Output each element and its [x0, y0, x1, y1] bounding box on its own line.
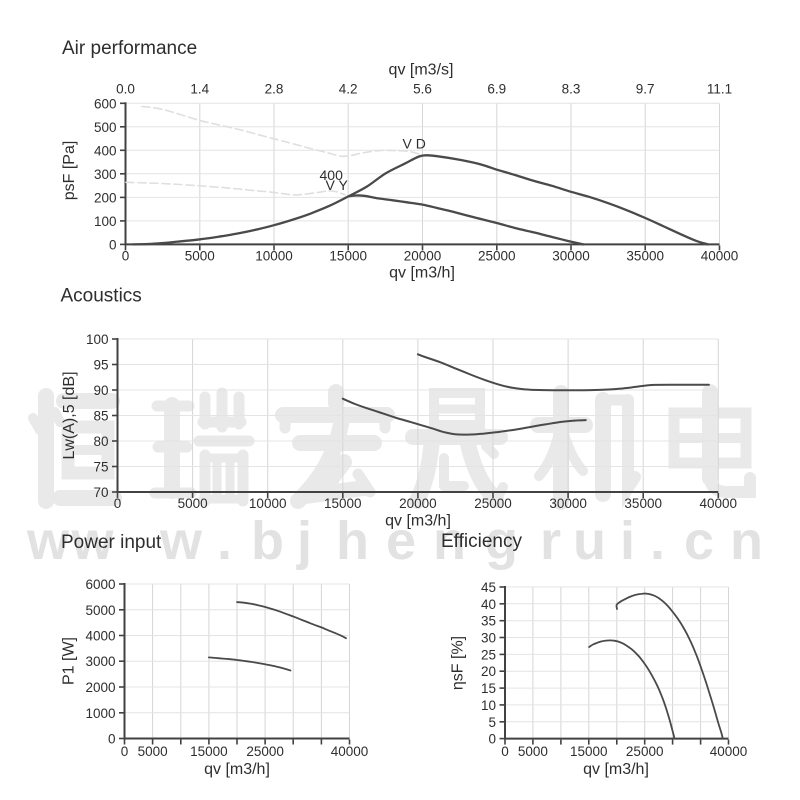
svg-text:15000: 15000: [570, 744, 608, 759]
svg-text:8.3: 8.3: [562, 82, 581, 97]
svg-text:85: 85: [93, 409, 108, 424]
svg-text:ηsF [%]: ηsF [%]: [450, 636, 467, 690]
svg-text:qv [m3/h]: qv [m3/h]: [385, 513, 451, 530]
svg-text:600: 600: [94, 96, 117, 111]
svg-text:0: 0: [108, 732, 116, 747]
svg-text:40000: 40000: [331, 744, 369, 759]
svg-text:100: 100: [86, 332, 109, 347]
svg-text:Efficiency: Efficiency: [441, 531, 522, 552]
svg-text:3000: 3000: [85, 654, 115, 669]
svg-text:25000: 25000: [246, 744, 284, 759]
svg-text:20000: 20000: [399, 496, 437, 511]
svg-text:P1 [W]: P1 [W]: [61, 637, 78, 685]
svg-text:35000: 35000: [624, 496, 662, 511]
svg-text:40000: 40000: [710, 744, 748, 759]
svg-text:500: 500: [94, 120, 117, 135]
svg-text:20000: 20000: [404, 249, 442, 264]
svg-text:15000: 15000: [324, 496, 362, 511]
svg-text:0: 0: [121, 744, 129, 759]
svg-text:30000: 30000: [552, 249, 590, 264]
svg-text:15000: 15000: [329, 249, 367, 264]
svg-text:25: 25: [481, 647, 496, 662]
svg-text:25000: 25000: [626, 744, 664, 759]
svg-text:5: 5: [488, 715, 496, 730]
svg-text:5000: 5000: [178, 496, 208, 511]
svg-text:2.8: 2.8: [265, 82, 284, 97]
svg-text:25000: 25000: [478, 249, 516, 264]
svg-text:Power input: Power input: [61, 532, 162, 553]
svg-text:0: 0: [114, 496, 122, 511]
svg-text:4000: 4000: [85, 629, 115, 644]
svg-text:10000: 10000: [249, 496, 287, 511]
svg-text:0: 0: [122, 249, 130, 264]
svg-text:15000: 15000: [190, 744, 228, 759]
svg-text:40: 40: [481, 597, 496, 612]
svg-text:2000: 2000: [85, 680, 115, 695]
svg-text:100: 100: [94, 214, 117, 229]
svg-text:5000: 5000: [85, 603, 115, 618]
svg-text:400: 400: [94, 143, 117, 158]
svg-text:0.0: 0.0: [116, 82, 135, 97]
svg-text:80: 80: [93, 434, 108, 449]
svg-text:psF [Pa]: psF [Pa]: [61, 141, 78, 201]
svg-text:qv [m3/h]: qv [m3/h]: [389, 265, 455, 282]
svg-text:4.2: 4.2: [339, 82, 358, 97]
svg-text:45: 45: [481, 580, 496, 595]
svg-text:Lw(A),5 [dB]: Lw(A),5 [dB]: [61, 371, 78, 459]
svg-text:qv [m3/s]: qv [m3/s]: [389, 62, 454, 79]
svg-text:5000: 5000: [138, 744, 168, 759]
svg-text:40000: 40000: [700, 496, 738, 511]
svg-text:Air performance: Air performance: [62, 38, 197, 59]
svg-text:0: 0: [501, 744, 509, 759]
svg-text:1.4: 1.4: [190, 82, 209, 97]
svg-text:11.1: 11.1: [707, 82, 732, 97]
svg-text:30: 30: [481, 631, 496, 646]
svg-text:70: 70: [93, 485, 108, 500]
svg-text:35: 35: [481, 614, 496, 629]
svg-text:V D: V D: [403, 136, 426, 152]
svg-text:5.6: 5.6: [413, 82, 432, 97]
svg-text:35000: 35000: [626, 249, 664, 264]
svg-text:10: 10: [481, 698, 496, 713]
svg-text:15: 15: [481, 681, 496, 696]
svg-text:30000: 30000: [549, 496, 587, 511]
svg-text:25000: 25000: [474, 496, 512, 511]
svg-text:Acoustics: Acoustics: [61, 286, 142, 307]
svg-text:6.9: 6.9: [487, 82, 506, 97]
svg-text:qv [m3/h]: qv [m3/h]: [204, 761, 270, 778]
svg-text:5000: 5000: [185, 249, 215, 264]
svg-text:20: 20: [481, 664, 496, 679]
svg-text:6000: 6000: [85, 577, 115, 592]
svg-text:5000: 5000: [518, 744, 548, 759]
svg-text:0: 0: [488, 732, 496, 747]
svg-text:90: 90: [93, 383, 108, 398]
svg-text:200: 200: [94, 190, 117, 205]
svg-text:V Y: V Y: [326, 177, 349, 193]
svg-text:400: 400: [320, 167, 344, 183]
svg-text:0: 0: [109, 237, 117, 252]
svg-text:9.7: 9.7: [636, 82, 655, 97]
svg-text:40000: 40000: [701, 249, 739, 264]
svg-text:10000: 10000: [255, 249, 293, 264]
svg-text:300: 300: [94, 167, 117, 182]
svg-text:1000: 1000: [85, 706, 115, 721]
svg-text:qv [m3/h]: qv [m3/h]: [583, 761, 649, 778]
svg-text:75: 75: [93, 460, 108, 475]
svg-text:95: 95: [93, 358, 108, 373]
